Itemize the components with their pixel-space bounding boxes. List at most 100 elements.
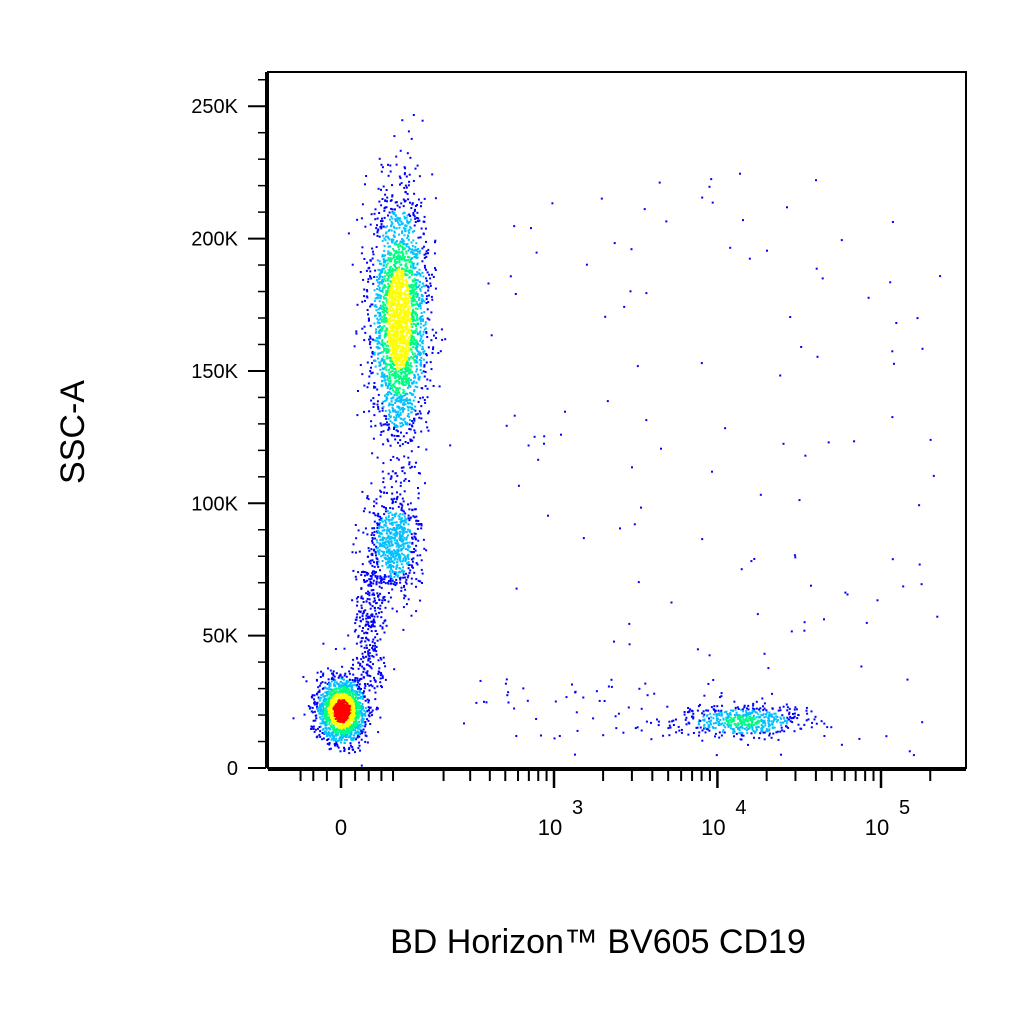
population-2-point <box>372 253 375 256</box>
population-1-point <box>401 533 404 535</box>
population-2-point <box>423 311 426 314</box>
population-2-point <box>376 231 379 234</box>
population-1-point <box>381 470 384 473</box>
population-2-point <box>409 156 412 159</box>
population-2-point <box>401 349 404 352</box>
population-2-point <box>389 353 392 356</box>
population-1-point <box>374 514 377 517</box>
population-0-point <box>314 714 317 717</box>
population-1-point <box>379 521 381 524</box>
population-2-point <box>425 268 428 271</box>
population-2-point <box>391 338 394 341</box>
population-0-point <box>318 711 321 714</box>
population-2-point <box>410 227 413 230</box>
population-1-point <box>372 592 375 595</box>
population-2-point <box>364 299 366 302</box>
population-2-point <box>407 318 409 321</box>
population-2-point <box>404 403 407 406</box>
population-1-point <box>405 538 408 541</box>
population-2-point <box>389 477 392 480</box>
population-1-point <box>393 556 396 559</box>
population-2-point <box>394 251 397 254</box>
population-2-point <box>396 362 398 364</box>
population-1-point <box>417 472 420 474</box>
population-0-point <box>361 732 363 735</box>
population-2-point <box>416 164 419 167</box>
population-0-point <box>331 715 334 718</box>
population-0-point <box>340 703 343 705</box>
population-2-point <box>407 296 409 299</box>
population-1-point <box>372 549 375 552</box>
population-2-point <box>410 137 413 140</box>
population-1-point <box>402 576 405 579</box>
population-2-point <box>413 408 416 411</box>
population-2-point <box>415 413 418 416</box>
population-2-point <box>396 326 399 329</box>
population-1-point <box>371 527 374 530</box>
population-0-point <box>348 693 351 696</box>
population-2-point <box>425 353 428 356</box>
population-2-point <box>410 283 413 286</box>
population-2-point <box>418 280 421 283</box>
population-1-point <box>404 512 407 515</box>
population-0-point <box>341 678 344 681</box>
population-0-point <box>336 745 339 748</box>
population-0-point <box>355 731 358 734</box>
population-1-point <box>373 565 376 568</box>
population-0-point <box>353 732 356 735</box>
population-2-point <box>383 209 386 212</box>
population-2-point <box>385 206 388 209</box>
population-1-point <box>389 565 392 568</box>
population-1-point <box>395 498 398 501</box>
population-2-point <box>394 363 397 366</box>
population-2-point <box>406 386 409 389</box>
population-2-point <box>361 300 364 303</box>
population-0-point <box>332 678 335 681</box>
population-1-point <box>387 534 390 537</box>
population-2-point <box>381 326 384 329</box>
population-2-point <box>412 296 415 299</box>
population-2-point <box>396 366 399 369</box>
population-2-point <box>399 313 402 316</box>
population-1-point <box>397 542 400 545</box>
population-0-point <box>329 701 332 704</box>
population-1-point <box>402 530 405 533</box>
population-2-point <box>399 377 402 380</box>
population-2-point <box>406 370 409 372</box>
population-2-point <box>377 311 380 314</box>
population-2-point <box>420 335 423 338</box>
population-2-point <box>409 332 412 335</box>
population-2-point <box>391 386 394 389</box>
population-2-point <box>402 375 405 378</box>
population-0-point <box>358 744 361 747</box>
population-0-point <box>332 674 335 677</box>
population-2-point <box>420 315 422 318</box>
population-2-point <box>393 331 396 334</box>
population-2-point <box>395 267 398 269</box>
population-0-point <box>339 699 342 702</box>
population-2-point <box>393 311 395 314</box>
population-0-point <box>353 723 356 726</box>
population-2-point <box>386 348 389 351</box>
population-2-point <box>381 407 384 410</box>
population-2-point <box>353 345 356 348</box>
population-2-point <box>422 330 425 333</box>
population-0-point <box>338 720 341 723</box>
population-2-point <box>383 297 386 300</box>
population-1-point <box>408 541 411 544</box>
population-2-point <box>413 210 416 212</box>
population-0-point <box>338 722 341 725</box>
population-2-point <box>407 300 410 303</box>
population-2-point <box>425 331 428 333</box>
population-1-point <box>373 543 376 546</box>
population-0-point <box>350 687 353 690</box>
population-2-point <box>400 275 403 278</box>
population-0-point <box>341 694 344 697</box>
population-2-point <box>394 323 397 326</box>
population-0-point <box>317 686 320 689</box>
population-0-point <box>332 739 335 742</box>
population-1-point <box>400 506 403 509</box>
population-2-point <box>422 299 425 302</box>
population-2-point <box>405 265 408 268</box>
population-2-point <box>414 248 417 251</box>
